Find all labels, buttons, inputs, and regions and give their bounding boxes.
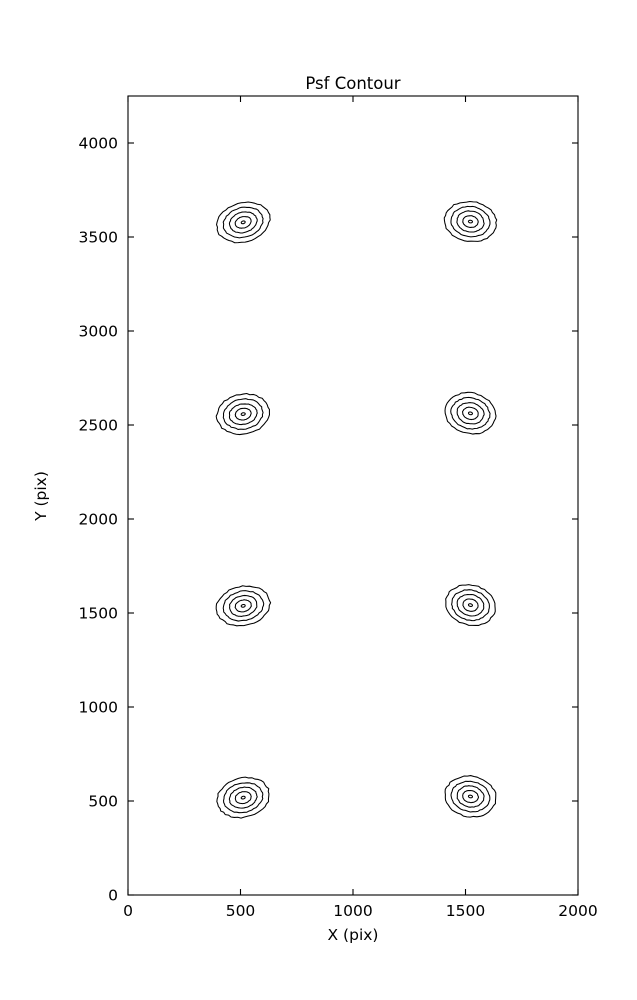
contour-level-2	[456, 210, 485, 233]
contour-level-1	[222, 398, 264, 430]
contour-level-1	[222, 206, 264, 239]
contour-group	[215, 200, 498, 819]
psf-contour-source	[444, 775, 497, 818]
contour-level-4	[240, 220, 246, 225]
contour-level-1	[450, 396, 491, 430]
contour-level-2	[228, 594, 258, 617]
contour-level-4	[240, 412, 246, 416]
contour-level-1	[222, 590, 265, 622]
contour-level-3	[234, 216, 252, 229]
contour-level-4	[467, 411, 474, 416]
contour-level-1	[223, 782, 264, 814]
y-tick-label: 4000	[79, 135, 118, 153]
y-axis-ticks: 0 500 1000 1500 2000 2500 3000 3500 4000	[79, 135, 578, 905]
y-tick-label: 500	[88, 793, 118, 811]
contour-level-0	[444, 391, 497, 435]
psf-contour-source	[443, 200, 498, 242]
contour-level-1	[450, 780, 491, 813]
psf-contour-source	[215, 585, 272, 627]
psf-contour-source	[444, 391, 497, 435]
y-axis-title: Y (pix)	[32, 471, 50, 522]
contour-level-3	[234, 407, 252, 421]
x-axis-title: X (pix)	[328, 926, 379, 944]
contour-level-4	[467, 603, 473, 608]
contour-level-2	[456, 402, 485, 425]
x-tick-label: 0	[123, 902, 133, 920]
y-tick-label: 2500	[79, 417, 118, 435]
psf-contour-source	[216, 776, 270, 819]
x-tick-label: 2000	[558, 902, 597, 920]
contour-level-2	[456, 594, 485, 617]
contour-level-2	[228, 403, 258, 426]
y-tick-label: 1000	[79, 699, 118, 717]
y-tick-label: 2000	[79, 511, 118, 529]
contour-level-3	[234, 791, 252, 805]
contour-level-2	[228, 211, 258, 234]
contour-level-0	[216, 776, 270, 819]
contour-level-3	[462, 789, 480, 804]
x-axis-ticks: 0 500 1000 1500 2000	[123, 96, 598, 920]
psf-contour-source	[216, 201, 271, 244]
y-tick-label: 1500	[79, 605, 118, 623]
y-tick-label: 0	[108, 887, 118, 905]
contour-level-0	[445, 584, 496, 626]
contour-level-3	[462, 406, 479, 421]
contour-level-4	[240, 603, 246, 608]
x-tick-label: 1000	[333, 902, 372, 920]
contour-level-0	[215, 585, 272, 627]
contour-level-4	[467, 219, 474, 224]
contour-level-4	[240, 795, 246, 800]
contour-level-0	[216, 201, 271, 244]
contour-level-4	[467, 794, 474, 799]
contour-level-2	[456, 785, 485, 808]
contour-level-0	[444, 775, 497, 818]
psf-contour-source	[215, 392, 271, 436]
y-tick-label: 3500	[79, 229, 118, 247]
x-tick-label: 1500	[446, 902, 485, 920]
contour-level-3	[462, 215, 479, 228]
contour-level-3	[234, 599, 252, 613]
contour-level-0	[215, 392, 271, 436]
chart-title: Psf Contour	[305, 74, 400, 93]
contour-level-1	[450, 205, 491, 238]
contour-level-2	[228, 786, 258, 809]
contour-level-3	[462, 598, 479, 612]
contour-level-1	[451, 589, 490, 622]
y-tick-label: 3000	[79, 323, 118, 341]
contour-level-0	[443, 200, 498, 242]
psf-contour-source	[445, 584, 496, 626]
x-tick-label: 500	[226, 902, 256, 920]
